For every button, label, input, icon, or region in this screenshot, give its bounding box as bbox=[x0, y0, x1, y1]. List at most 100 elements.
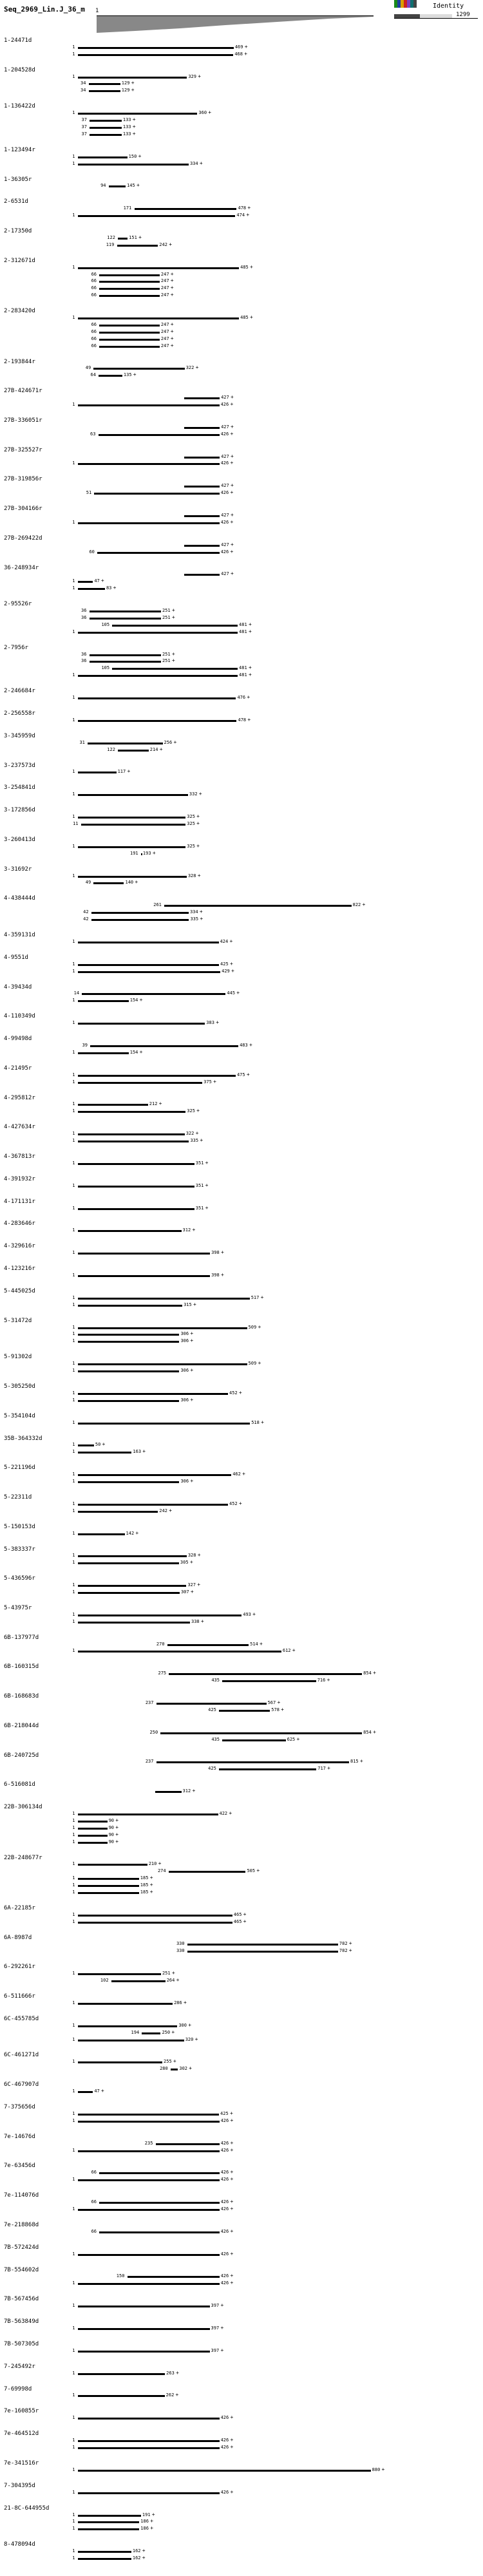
hit-start-label: 1 bbox=[72, 1530, 75, 1536]
hit-end-label: 135 bbox=[123, 372, 132, 378]
hit-row: 1 150 + bbox=[0, 153, 483, 160]
hit-strand-label: + bbox=[252, 1611, 256, 1617]
hit-bar bbox=[160, 1732, 363, 1734]
hit-bar bbox=[77, 1327, 247, 1329]
hit-strand-label: + bbox=[170, 342, 174, 348]
hit-row: 427 + bbox=[0, 424, 483, 431]
hit-end-label: 426 bbox=[220, 2228, 229, 2234]
hit-row: 427 + bbox=[0, 395, 483, 401]
hit-row: 1 493 + bbox=[0, 1611, 483, 1618]
hit-start-label: 1 bbox=[72, 1160, 75, 1166]
hit-start-label: 1 bbox=[72, 1560, 75, 1566]
hit-end-label: 462 bbox=[232, 1472, 241, 1477]
track-label: 6B-218044d bbox=[4, 1722, 39, 1729]
hit-strand-label: + bbox=[373, 1728, 376, 1735]
hit-row: 1 300 + bbox=[0, 2022, 483, 2029]
track-label: 1-24471d bbox=[4, 37, 32, 44]
hit-strand-label: + bbox=[258, 1323, 261, 1330]
hit-strand-label: + bbox=[229, 938, 233, 944]
hit-bar bbox=[93, 368, 185, 370]
hit-start-label: 1 bbox=[72, 578, 75, 584]
hit-bar bbox=[169, 1673, 363, 1676]
hit-end-label: 426 bbox=[220, 460, 229, 466]
hit-row: 66 247 + bbox=[0, 343, 483, 350]
hit-end-label: 335 bbox=[190, 1138, 199, 1143]
hit-bar bbox=[142, 2032, 161, 2034]
hit-end-label: 286 bbox=[174, 2000, 182, 2005]
hit-end-label: 162 bbox=[132, 2548, 141, 2554]
hit-bar bbox=[94, 493, 220, 495]
hit-bar bbox=[77, 522, 220, 524]
hit-end-label: 133 bbox=[122, 131, 131, 137]
hit-end-label: 485 bbox=[240, 315, 249, 321]
hit-strand-label: + bbox=[230, 460, 234, 466]
hit-row: 435 716 + bbox=[0, 1678, 483, 1684]
hit-start-label: 1 bbox=[72, 402, 75, 408]
hit-start-label: 1 bbox=[72, 1361, 75, 1367]
hit-end-label: 332 bbox=[189, 791, 198, 797]
hit-strand-label: + bbox=[190, 1396, 194, 1403]
hit-start-label: 1 bbox=[72, 2251, 75, 2257]
ruler-start-label: 1 bbox=[95, 8, 99, 14]
track-label: 5-43975r bbox=[4, 1604, 32, 1611]
track-label: 7e-218868d bbox=[4, 2221, 39, 2228]
hit-row: 122 214 + bbox=[0, 746, 483, 753]
hit-start-label: 1 bbox=[72, 1302, 75, 1307]
hit-bar bbox=[77, 2521, 140, 2524]
hit-start-label: 425 bbox=[208, 1766, 216, 1772]
hit-strand-label: + bbox=[197, 1552, 201, 1558]
hit-row: 237 815 + bbox=[0, 1759, 483, 1765]
hit-row: 1 426 + bbox=[0, 2117, 483, 2125]
hit-start-label: 1 bbox=[72, 1839, 75, 1844]
hit-bar bbox=[77, 1052, 129, 1054]
hit-strand-label: + bbox=[327, 1677, 330, 1683]
hit-strand-label: + bbox=[220, 2347, 224, 2353]
hit-strand-label: + bbox=[115, 1831, 119, 1837]
hit-bar bbox=[77, 76, 187, 79]
hit-strand-label: + bbox=[359, 1758, 363, 1765]
track-label: 1-123494r bbox=[4, 146, 35, 153]
hit-row: 1 90 + bbox=[0, 1824, 483, 1832]
hit-strand-label: + bbox=[230, 2117, 234, 2123]
hit-row: 1 517 + bbox=[0, 1294, 483, 1302]
legend-swatches bbox=[394, 0, 420, 8]
hit-end-label: 320 bbox=[185, 2036, 194, 2042]
hit-strand-label: + bbox=[230, 430, 234, 437]
hit-start-label: 1 bbox=[72, 315, 75, 321]
hit-start-label: 1 bbox=[72, 519, 75, 525]
hit-end-label: 247 bbox=[160, 271, 169, 277]
hit-bar bbox=[112, 668, 238, 670]
hit-row: 66 247 + bbox=[0, 292, 483, 299]
hit-bar bbox=[77, 2283, 220, 2286]
hit-end-label: 150 bbox=[128, 153, 137, 159]
hit-end-label: 426 bbox=[220, 2170, 229, 2175]
hit-bar bbox=[155, 2143, 220, 2145]
hit-start-label: 37 bbox=[81, 117, 87, 123]
hit-strand-label: + bbox=[348, 1940, 352, 1947]
hit-start-label: 1 bbox=[72, 1138, 75, 1143]
hit-bar bbox=[77, 2528, 140, 2531]
hit-bar bbox=[168, 1871, 246, 1873]
hit-end-label: 50 bbox=[95, 1442, 101, 1448]
hit-row: 105 481 + bbox=[0, 621, 483, 629]
hit-start-label: 34 bbox=[80, 88, 86, 93]
hit-bar bbox=[164, 905, 352, 907]
hit-strand-label: + bbox=[176, 2369, 179, 2376]
hit-start-label: 1 bbox=[72, 938, 75, 944]
hit-start-label: 1 bbox=[72, 873, 75, 878]
hit-end-label: 445 bbox=[227, 990, 236, 996]
hit-start-label: 1 bbox=[72, 2519, 75, 2524]
hit-row: 1 329 + bbox=[0, 73, 483, 80]
track-label: 4-427634r bbox=[4, 1124, 35, 1131]
hit-bar bbox=[77, 971, 221, 973]
hit-start-label: 270 bbox=[156, 1641, 165, 1647]
hit-row: 1 426 + bbox=[0, 2177, 483, 2183]
hit-row: 119 242 + bbox=[0, 242, 483, 249]
hit-start-label: 1 bbox=[72, 672, 75, 678]
hit-bar bbox=[77, 1074, 236, 1077]
hit-strand-label: + bbox=[131, 87, 135, 93]
hit-row: 36 251 + bbox=[0, 658, 483, 665]
hit-bar bbox=[89, 654, 161, 656]
hit-start-label: 250 bbox=[149, 1729, 158, 1735]
hit-strand-label: + bbox=[198, 73, 202, 79]
